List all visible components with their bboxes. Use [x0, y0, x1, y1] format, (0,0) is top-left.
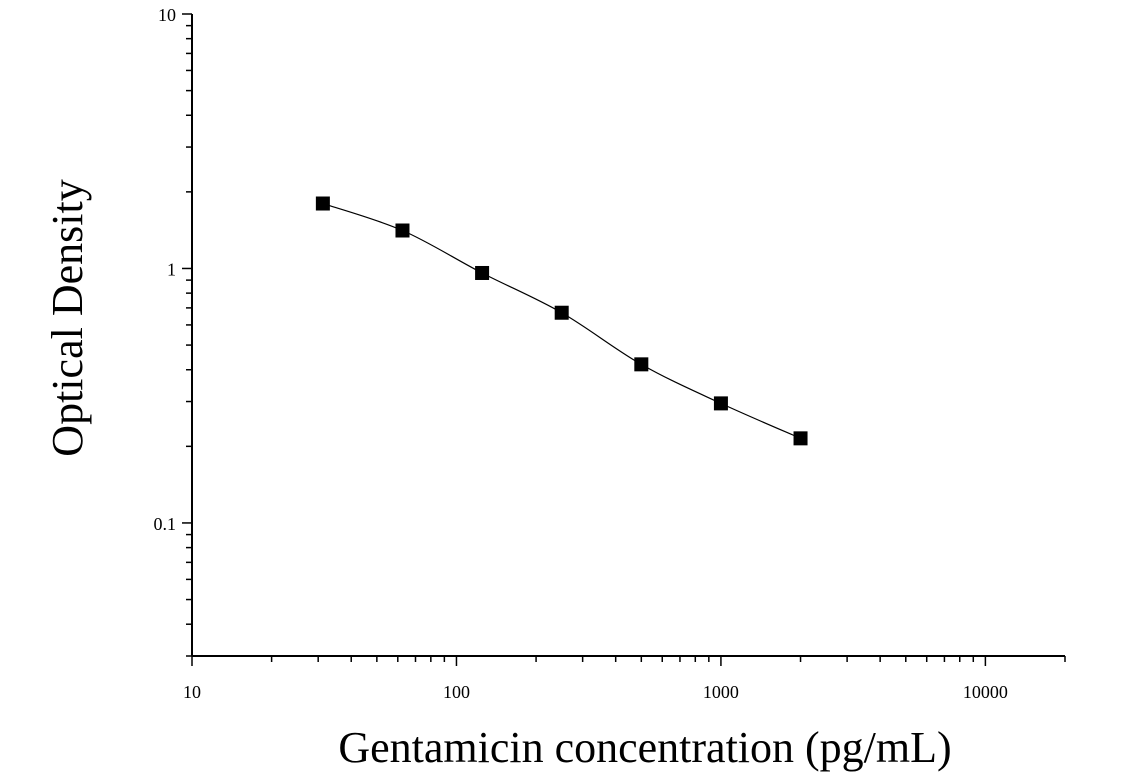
data-markers [315, 196, 808, 446]
data-point-marker [793, 431, 808, 446]
data-point-marker [713, 396, 728, 411]
data-point-marker [554, 305, 569, 320]
y-ticks [182, 13, 192, 657]
x-tick-label: 10 [183, 682, 201, 702]
x-axis-title: Gentamicin concentration (pg/mL) [338, 723, 951, 772]
y-tick-label: 0.1 [154, 514, 177, 534]
data-point-marker [475, 265, 490, 280]
data-point-marker [315, 196, 330, 211]
y-tick-label: 10 [158, 5, 176, 25]
fit-curve [322, 202, 801, 439]
y-tick-labels: 0.1 1 10 [154, 5, 177, 534]
data-point-marker [634, 357, 649, 372]
x-tick-label: 100 [443, 682, 470, 702]
y-axis-title: Optical Density [43, 179, 92, 456]
x-tick-labels: 10 100 1000 10000 [183, 682, 1008, 702]
axes [191, 14, 1065, 657]
x-tick-label: 1000 [703, 682, 739, 702]
y-tick-label: 1 [167, 259, 176, 279]
x-ticks [191, 656, 1066, 666]
x-tick-label: 10000 [963, 682, 1008, 702]
data-point-marker [395, 223, 410, 238]
